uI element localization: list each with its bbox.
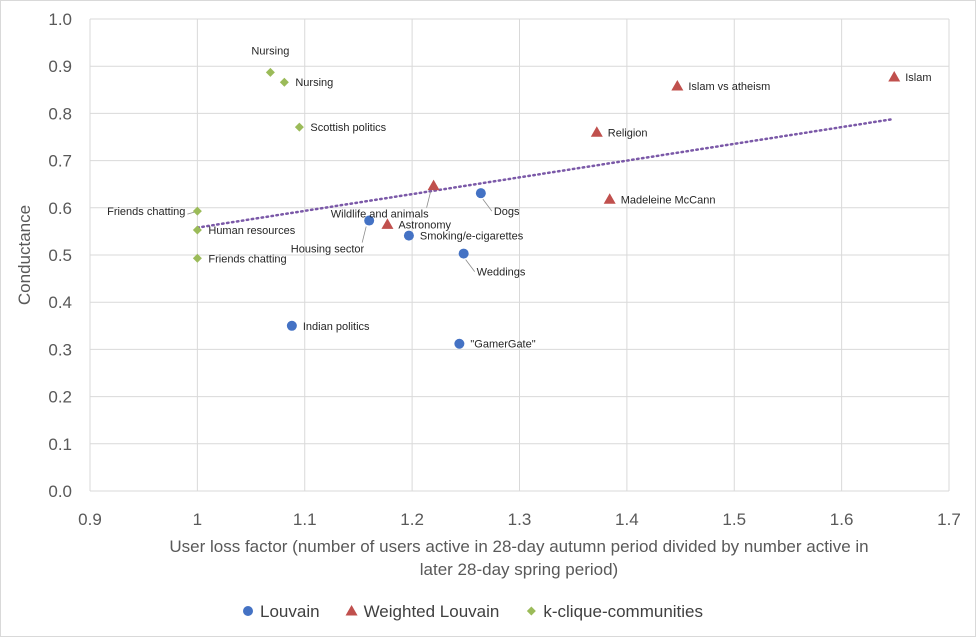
data-label: Friends chatting bbox=[107, 206, 185, 218]
x-tick-label: 1.5 bbox=[722, 510, 746, 529]
legend-circle-marker bbox=[243, 606, 253, 616]
circle-marker bbox=[454, 338, 465, 349]
axis-titles: Conductance User loss factor (number of … bbox=[15, 205, 869, 579]
data-label: Astronomy bbox=[398, 219, 451, 231]
data-label: Indian politics bbox=[303, 321, 370, 333]
data-label: Nursing bbox=[251, 45, 289, 57]
diamond-marker bbox=[192, 206, 202, 216]
circle-marker bbox=[403, 230, 414, 241]
legend-diamond-marker bbox=[526, 606, 536, 616]
triangle-marker bbox=[381, 218, 394, 229]
x-tick-label: 1.6 bbox=[830, 510, 854, 529]
triangle-marker bbox=[427, 179, 440, 191]
data-label: Islam bbox=[905, 72, 931, 84]
data-label: Dogs bbox=[494, 206, 520, 218]
y-tick-label: 0.0 bbox=[48, 482, 72, 501]
y-tick-label: 0.5 bbox=[48, 246, 72, 265]
x-tick-label: 1.4 bbox=[615, 510, 639, 529]
circle-marker bbox=[458, 248, 469, 259]
legend-label: Louvain bbox=[260, 602, 320, 621]
label-leader-line bbox=[482, 198, 493, 212]
triangle-marker bbox=[671, 80, 684, 91]
diamond-marker bbox=[265, 67, 275, 77]
x-tick-label: 1 bbox=[193, 510, 202, 529]
data-label: Madeleine McCann bbox=[621, 194, 716, 206]
circle-marker bbox=[286, 320, 297, 331]
axes: 0.9 1 1.1 1.2 1.3 1.4 1.5 1.6 1.7 0.0 0.1 0.2 0.3 0.4… bbox=[48, 10, 960, 529]
triangle-marker bbox=[888, 71, 901, 82]
data-label: Housing sector bbox=[291, 244, 365, 256]
trendline bbox=[196, 117, 895, 229]
triangle-marker bbox=[603, 193, 616, 204]
y-tick-label: 1.0 bbox=[48, 10, 72, 29]
x-axis-title-line-1: User loss factor (number of users active… bbox=[169, 537, 868, 556]
data-label: Friends chatting bbox=[208, 253, 286, 265]
leader-lines bbox=[187, 191, 493, 272]
label-leader-line bbox=[426, 191, 431, 208]
x-tick-label: 1.1 bbox=[293, 510, 317, 529]
data-label: Smoking/e-cigarettes bbox=[420, 231, 524, 243]
x-axis-title-line-2: later 28-day spring period) bbox=[420, 560, 618, 579]
y-tick-label: 0.8 bbox=[48, 104, 72, 123]
data-label: Human resources bbox=[208, 225, 295, 237]
data-label: Nursing bbox=[295, 77, 333, 89]
x-tick-label: 1.2 bbox=[400, 510, 424, 529]
y-tick-label: 0.4 bbox=[48, 293, 72, 312]
y-tick-label: 0.1 bbox=[48, 435, 72, 454]
x-tick-label: 0.9 bbox=[78, 510, 102, 529]
legend-label: Weighted Louvain bbox=[364, 602, 500, 621]
data-label: Islam vs atheism bbox=[688, 81, 770, 93]
data-label: Wildlife and animals bbox=[331, 209, 429, 221]
legend: Louvain Weighted Louvain k-clique-communit… bbox=[243, 602, 703, 621]
data-label: Weddings bbox=[477, 267, 526, 279]
diamond-marker bbox=[192, 225, 202, 235]
label-leader-line bbox=[465, 259, 475, 272]
label-leader-line bbox=[361, 226, 367, 243]
y-tick-label: 0.3 bbox=[48, 340, 72, 359]
circle-marker bbox=[475, 188, 486, 199]
label-leader-line bbox=[187, 211, 195, 215]
legend-label: k-clique-communities bbox=[543, 602, 703, 621]
data-label: "GamerGate" bbox=[470, 339, 535, 351]
y-tick-label: 0.9 bbox=[48, 57, 72, 76]
y-axis-title: Conductance bbox=[15, 205, 34, 305]
y-tick-label: 0.7 bbox=[48, 152, 72, 171]
trendline-layer bbox=[196, 117, 895, 229]
data-labels: Indian politics Housing sector Smoking/e-c… bbox=[107, 45, 931, 350]
diamond-marker bbox=[294, 122, 304, 132]
x-tick-label: 1.7 bbox=[937, 510, 961, 529]
gridlines bbox=[89, 18, 950, 492]
y-tick-label: 0.2 bbox=[48, 388, 72, 407]
legend-triangle-marker bbox=[345, 605, 358, 616]
x-tick-label: 1.3 bbox=[508, 510, 532, 529]
triangle-marker bbox=[590, 126, 603, 137]
diamond-marker bbox=[279, 77, 289, 87]
data-label: Scottish politics bbox=[310, 122, 386, 134]
data-label: Religion bbox=[608, 127, 648, 139]
y-tick-label: 0.6 bbox=[48, 199, 72, 218]
circle-marker bbox=[364, 215, 375, 226]
